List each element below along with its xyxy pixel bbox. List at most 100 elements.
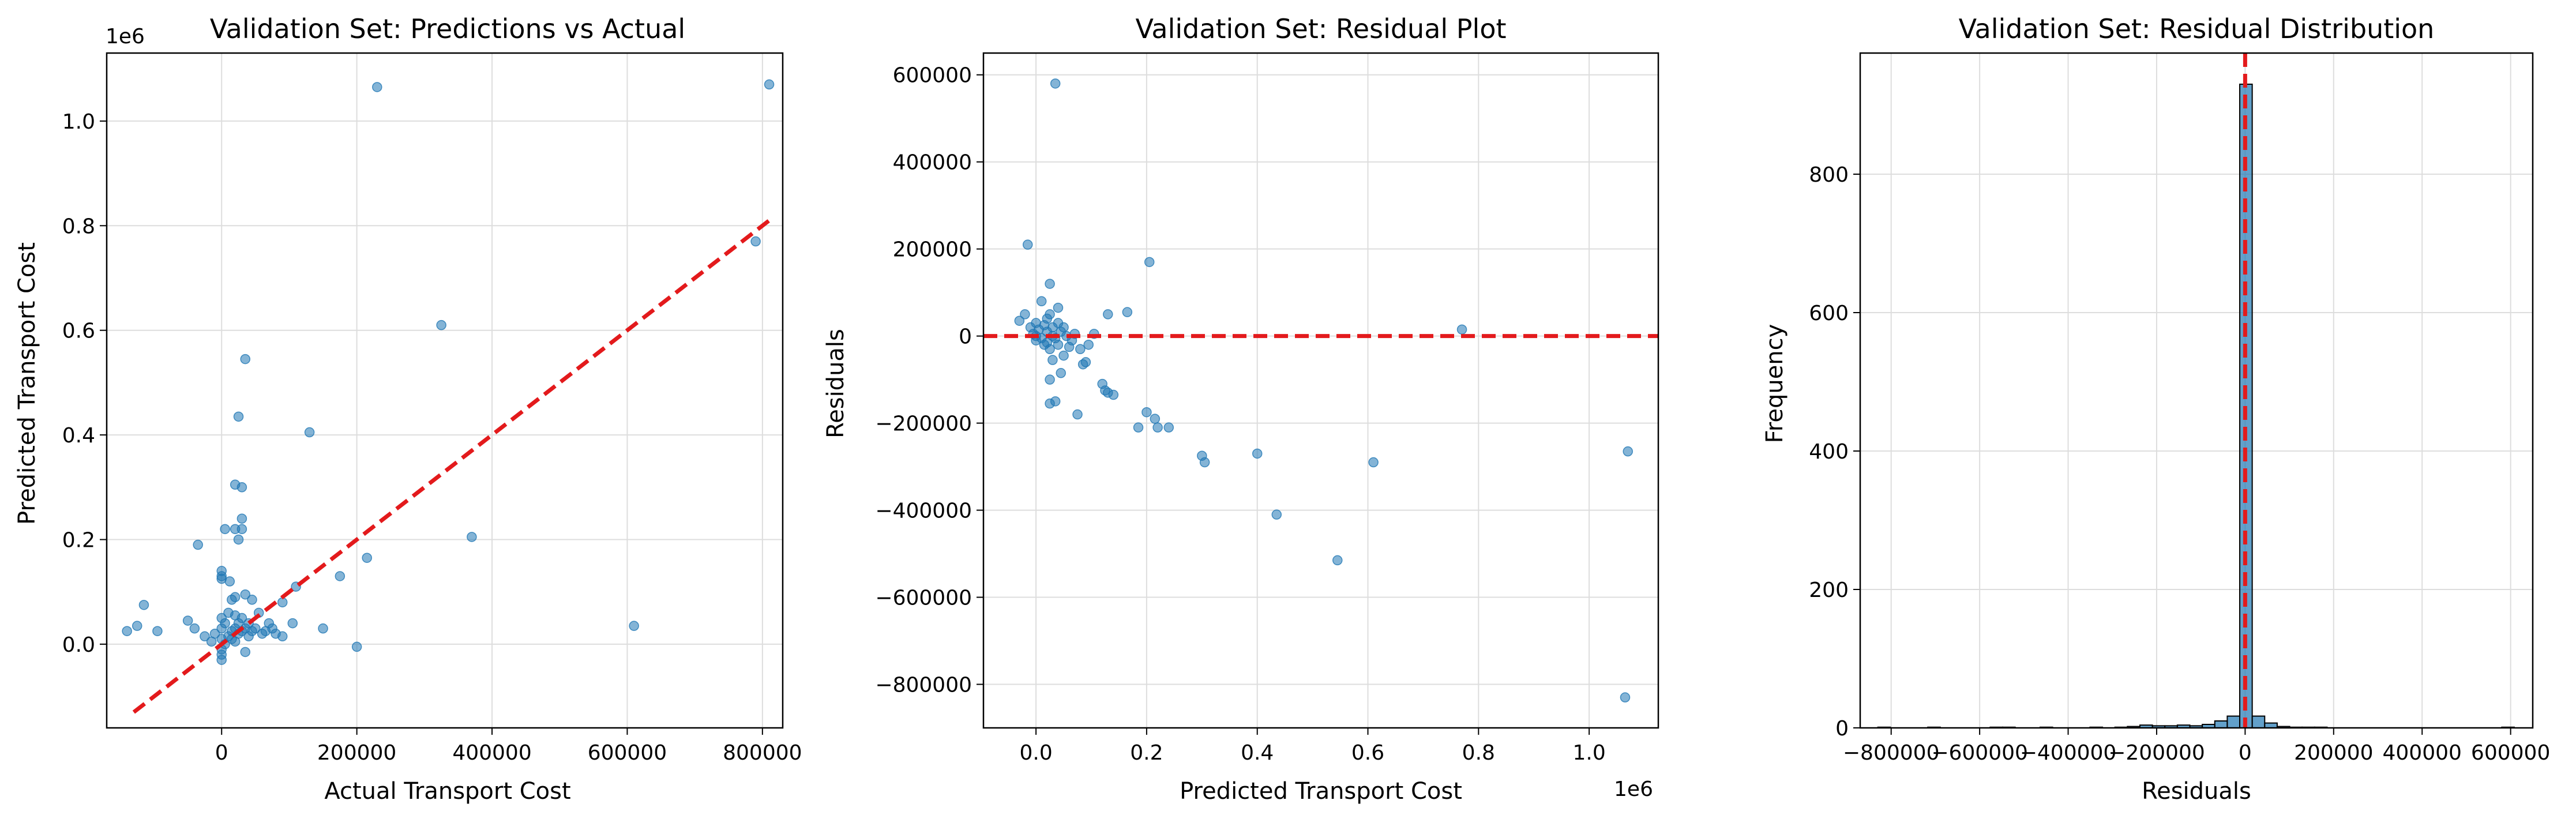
y-tick-label: 200 (1809, 578, 1849, 602)
data-point (1144, 257, 1155, 268)
data-point (240, 589, 251, 600)
data-point (236, 613, 247, 623)
data-point (1150, 414, 1161, 424)
x-axis-label: Actual Transport Cost (324, 778, 570, 805)
data-point (1122, 307, 1133, 317)
data-point (1056, 368, 1067, 378)
y-tick-label: 0.8 (62, 215, 95, 238)
y-axis-label: Residuals (823, 329, 849, 438)
data-point (1108, 389, 1119, 400)
x-tick-label: 0.4 (1241, 741, 1274, 765)
chart-title: Validation Set: Residual Plot (1135, 13, 1506, 44)
data-point (1103, 309, 1113, 320)
data-point (1053, 339, 1064, 350)
y-tick-label: −600000 (875, 587, 972, 610)
data-point (240, 354, 251, 365)
data-point (1050, 396, 1061, 407)
y-tick-label: 400000 (893, 151, 972, 175)
x-tick-label: 200000 (317, 741, 396, 765)
data-point (318, 623, 328, 634)
y-tick-label: 600 (1809, 302, 1849, 325)
x-tick-label: 1.0 (1572, 741, 1605, 765)
data-point (1332, 555, 1343, 566)
y-axis-label: Predicted Transport Cost (14, 242, 40, 525)
data-point (1058, 350, 1069, 361)
y-tick-label: 1.0 (62, 110, 95, 134)
y-tick-label: 0.0 (62, 633, 95, 657)
data-point (335, 571, 346, 581)
x-tick-label: 400000 (2383, 741, 2462, 765)
x-tick-label: −800000 (1843, 741, 1940, 765)
y-offset-label: 1e6 (106, 25, 145, 48)
y-tick-label: −200000 (875, 412, 972, 436)
y-tick-label: 600000 (893, 64, 972, 88)
data-point (277, 631, 288, 642)
x-tick-label: 0.8 (1462, 741, 1495, 765)
data-point (467, 532, 477, 542)
data-point (220, 618, 230, 629)
data-point (1252, 448, 1263, 459)
data-point (1199, 457, 1210, 468)
x-tick-label: 600000 (2471, 741, 2550, 765)
panel-predictions-vs-actual: Validation Set: Predictions vs Actual Ac… (14, 13, 802, 805)
x-tick-label: 0 (2239, 741, 2252, 765)
data-point (1014, 315, 1025, 326)
data-point (1133, 422, 1144, 433)
data-point (233, 411, 244, 422)
data-point (216, 655, 227, 665)
data-point (1045, 309, 1055, 320)
data-point (1075, 344, 1086, 355)
x-tick-label: 0.6 (1351, 741, 1384, 765)
data-point (1020, 309, 1030, 320)
histogram-bar (2251, 715, 2266, 728)
data-point (436, 320, 446, 330)
x-tick-label: 200000 (2294, 741, 2373, 765)
y-tick-label: 800 (1809, 163, 1849, 187)
data-point (1072, 409, 1083, 420)
data-point (1053, 302, 1064, 313)
y-tick-label: 0 (1835, 717, 1849, 741)
data-point (1022, 239, 1033, 250)
data-point (304, 427, 315, 438)
data-point (230, 592, 241, 603)
y-tick-label: 0.2 (62, 528, 95, 552)
panel-residual-plot: Validation Set: Residual Plot Predicted … (823, 13, 1659, 805)
data-point (1045, 374, 1055, 385)
data-point (152, 626, 163, 636)
panel-residual-distribution: Validation Set: Residual Distribution Re… (1762, 13, 2550, 805)
chart-title: Validation Set: Residual Distribution (1959, 13, 2435, 44)
data-point (1368, 457, 1379, 468)
x-tick-label: 0.0 (1019, 741, 1052, 765)
x-tick-label: −400000 (2020, 741, 2117, 765)
data-point (1058, 322, 1069, 333)
y-tick-label: 400 (1809, 440, 1849, 464)
data-point (629, 621, 639, 631)
plot-area: 0 200000 400000 600000 800000 0.0 0.2 0.4 0.6 0.8… (62, 52, 802, 765)
data-point (277, 597, 288, 608)
axes-frame (982, 52, 1659, 729)
data-point (247, 595, 257, 605)
data-point (1141, 407, 1152, 418)
data-point (200, 631, 210, 642)
x-axis-label: Predicted Transport Cost (1180, 778, 1462, 805)
data-point (1456, 324, 1467, 335)
y-tick-label: −800000 (875, 674, 972, 697)
data-point (209, 628, 220, 639)
axes-frame (106, 52, 784, 729)
axes-frame (1859, 52, 2534, 729)
data-point (240, 647, 251, 658)
data-point (287, 618, 298, 629)
data-point (372, 82, 382, 92)
x-tick-label: 0.2 (1130, 741, 1163, 765)
y-tick-label: 0.4 (62, 424, 95, 448)
data-point (1045, 279, 1055, 289)
plot-area: 0.0 0.2 0.4 0.6 0.8 1.0 −800000 −600000 −400000 −… (875, 52, 1659, 765)
x-tick-label: 400000 (452, 741, 531, 765)
data-point (1163, 422, 1174, 433)
data-point (1047, 355, 1058, 365)
data-point (1271, 509, 1282, 520)
data-point (1050, 78, 1061, 89)
perfect-prediction-line (132, 219, 771, 714)
x-tick-label: −600000 (1931, 741, 2028, 765)
